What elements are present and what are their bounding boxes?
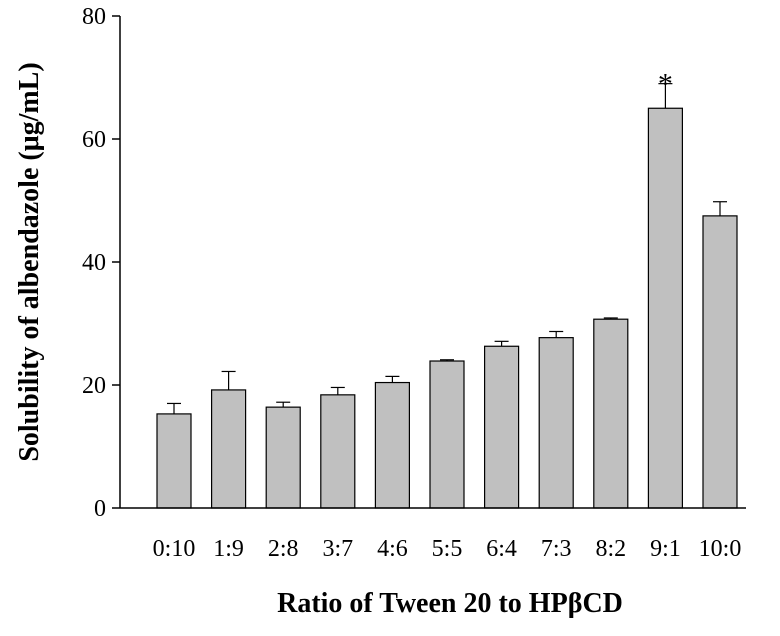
bar-8-2 <box>593 318 629 509</box>
x-tick-label: 6:4 <box>486 536 517 562</box>
x-tick-label: 10:0 <box>699 536 742 562</box>
x-tick-label: 9:1 <box>650 536 681 562</box>
bars <box>156 107 738 509</box>
bar-3-7 <box>320 394 356 509</box>
x-tick-label: 3:7 <box>322 536 353 562</box>
y-tick-label: 20 <box>82 373 106 399</box>
significance-annotation: * <box>658 68 673 101</box>
x-tick-label: 7:3 <box>541 536 572 562</box>
x-axis-title: Ratio of Tween 20 to HPβCD <box>277 588 623 619</box>
x-tick-label: 2:8 <box>268 536 299 562</box>
bar-5-5 <box>429 360 465 509</box>
bar-6-4 <box>484 345 520 509</box>
annotations: * <box>658 68 673 101</box>
y-tick-label: 40 <box>82 250 106 276</box>
x-ticks: 0:10 1:9 2:8 3:7 4:6 5:5 6:4 7:3 8:2 9:1 10:0 <box>153 536 742 562</box>
y-ticks: 0 20 40 60 80 <box>82 4 120 522</box>
x-tick-label: 1:9 <box>213 536 244 562</box>
bar-9-1 <box>647 107 684 509</box>
x-tick-label: 5:5 <box>432 536 463 562</box>
x-tick-label: 0:10 <box>153 536 196 562</box>
bar-1-9 <box>211 389 247 509</box>
y-axis-title: Solubility of albendazole (μg/mL) <box>14 62 45 461</box>
bar-0-10 <box>156 413 192 509</box>
x-tick-label: 4:6 <box>377 536 408 562</box>
y-tick-label: 80 <box>82 4 106 30</box>
x-tick-label: 8:2 <box>595 536 626 562</box>
y-tick-label: 0 <box>94 496 106 522</box>
bar-10-0 <box>702 215 738 509</box>
y-tick-label: 60 <box>82 127 106 153</box>
bar-7-3 <box>538 337 574 509</box>
bar-4-6 <box>374 381 410 509</box>
error-bars <box>167 83 727 414</box>
bar-2-8 <box>265 406 301 509</box>
